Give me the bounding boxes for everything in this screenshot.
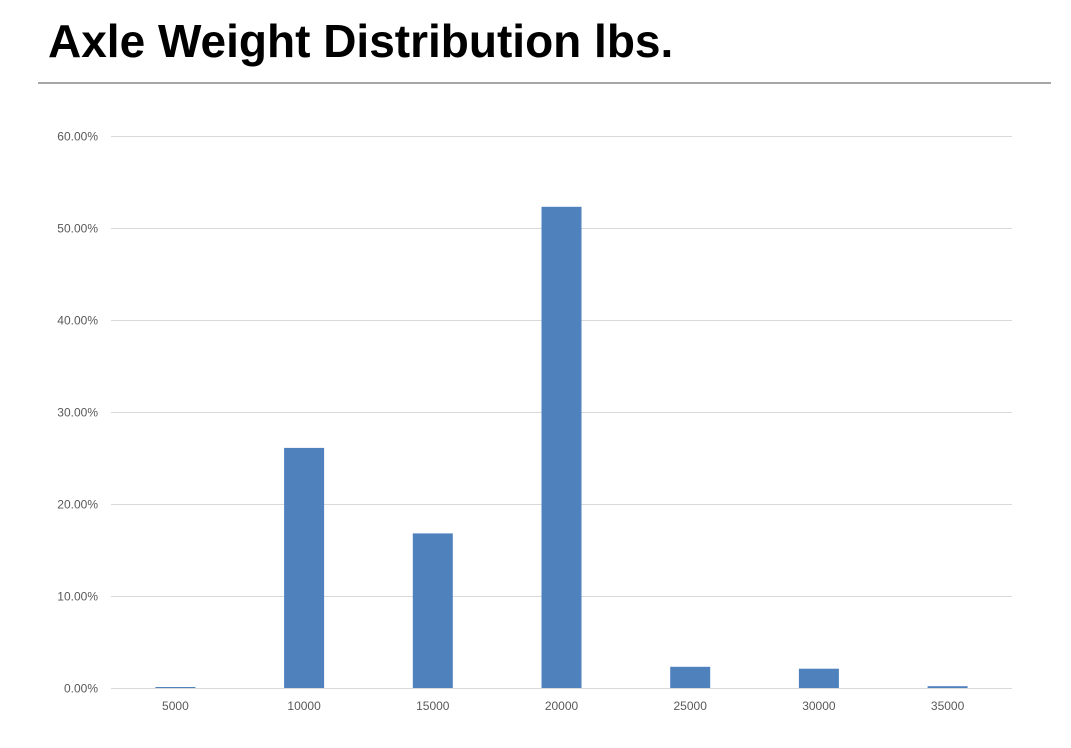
x-tick-label: 25000 <box>674 699 708 713</box>
x-tick-label: 35000 <box>931 699 965 713</box>
x-tick-label: 10000 <box>287 699 321 713</box>
y-tick-label: 40.00% <box>57 314 98 328</box>
x-tick-label: 5000 <box>162 699 189 713</box>
y-axis-labels: 0.00% 10.00% 20.00% 30.00% 40.00% 50.00% 60.00… <box>57 130 98 696</box>
y-tick-label: 60.00% <box>57 130 98 144</box>
y-tick-label: 50.00% <box>57 222 98 236</box>
x-tick-label: 20000 <box>545 699 579 713</box>
bar <box>284 447 325 688</box>
bar <box>670 666 711 688</box>
bar <box>412 533 453 688</box>
page-title: Axle Weight Distribution lbs. <box>48 15 674 67</box>
x-tick-label: 30000 <box>802 699 836 713</box>
y-tick-label: 20.00% <box>57 498 98 512</box>
bar <box>927 686 968 688</box>
bar <box>798 668 839 688</box>
title-divider <box>38 82 1051 84</box>
y-tick-label: 0.00% <box>64 682 98 696</box>
y-tick-label: 30.00% <box>57 406 98 420</box>
bar <box>155 687 196 688</box>
bar <box>541 206 582 689</box>
bars <box>155 206 968 689</box>
x-tick-label: 15000 <box>416 699 450 713</box>
x-axis-labels: 5000 10000 15000 20000 25000 30000 35000 <box>162 699 965 713</box>
y-tick-label: 10.00% <box>57 590 98 604</box>
